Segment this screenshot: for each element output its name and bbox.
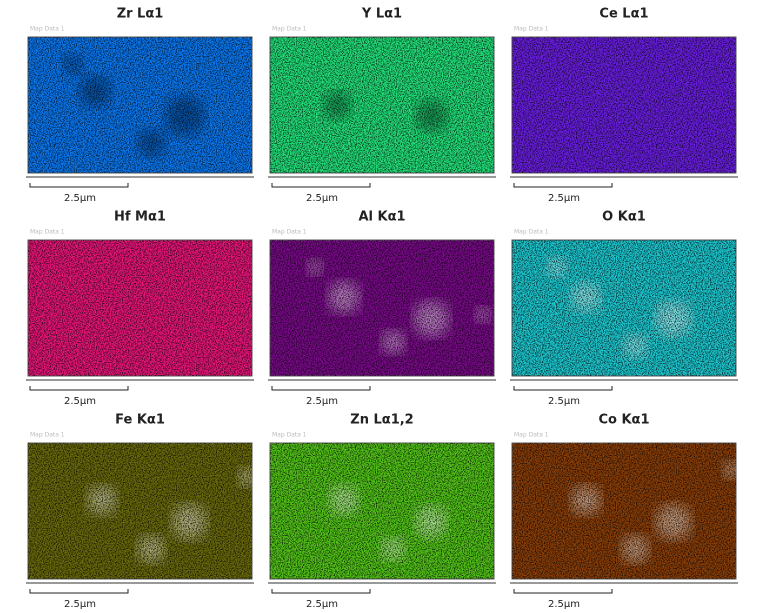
map-title: O Kα1 <box>602 210 646 225</box>
watermark: Map Data 1 <box>514 229 549 236</box>
scale-bar <box>29 183 129 188</box>
scale-bar <box>271 183 371 188</box>
scale-bar <box>271 386 371 391</box>
map-panel: Fe Kα1 Map Data 1 2.5µm <box>26 413 254 610</box>
map-panel: O Kα1 Map Data 1 2.5µm <box>510 210 738 407</box>
map-title: Zn Lα1,2 <box>350 413 413 428</box>
map-title: Zr Lα1 <box>117 7 164 22</box>
map-panel: Zn Lα1,2 Map Data 1 2.5µm <box>268 413 496 610</box>
watermark: Map Data 1 <box>272 229 307 236</box>
scale-label: 2.5µm <box>306 396 338 407</box>
watermark: Map Data 1 <box>514 26 549 33</box>
scale-label: 2.5µm <box>64 193 96 204</box>
scale-bar <box>513 386 613 391</box>
speckle <box>512 37 736 173</box>
watermark: Map Data 1 <box>272 26 307 33</box>
map-panel: Y Lα1 Map Data 1 2.5µm <box>268 7 496 204</box>
speckle <box>512 443 736 579</box>
speckle <box>270 240 494 376</box>
scale-label: 2.5µm <box>306 599 338 610</box>
scale-label: 2.5µm <box>548 396 580 407</box>
speckle <box>270 443 494 579</box>
map-panel: Al Kα1 Map Data 1 2.5µm <box>268 210 496 407</box>
scale-label: 2.5µm <box>64 396 96 407</box>
scale-label: 2.5µm <box>548 599 580 610</box>
watermark: Map Data 1 <box>30 26 65 33</box>
map-panel: Hf Mα1 Map Data 1 2.5µm <box>26 210 254 407</box>
map-panel: Zr Lα1 Map Data 1 2.5µm <box>26 7 254 204</box>
scale-bar <box>29 386 129 391</box>
scale-bar <box>29 589 129 594</box>
scale-bar <box>513 589 613 594</box>
speckle <box>28 443 252 579</box>
speckle <box>512 240 736 376</box>
scale-bar <box>513 183 613 188</box>
map-panel: Ce Lα1 Map Data 1 2.5µm <box>510 7 738 204</box>
map-panel: Co Kα1 Map Data 1 2.5µm <box>510 413 738 610</box>
speckle <box>28 37 252 173</box>
map-title: Co Kα1 <box>598 413 649 428</box>
scale-label: 2.5µm <box>548 193 580 204</box>
watermark: Map Data 1 <box>272 432 307 439</box>
scale-bar <box>271 589 371 594</box>
speckle <box>28 240 252 376</box>
scale-label: 2.5µm <box>306 193 338 204</box>
speckle <box>270 37 494 173</box>
scale-label: 2.5µm <box>64 599 96 610</box>
watermark: Map Data 1 <box>30 229 65 236</box>
map-title: Al Kα1 <box>358 210 405 225</box>
watermark: Map Data 1 <box>514 432 549 439</box>
map-title: Ce Lα1 <box>599 7 648 22</box>
map-title: Hf Mα1 <box>114 210 166 225</box>
map-title: Y Lα1 <box>361 7 402 22</box>
map-title: Fe Kα1 <box>115 413 165 428</box>
watermark: Map Data 1 <box>30 432 65 439</box>
